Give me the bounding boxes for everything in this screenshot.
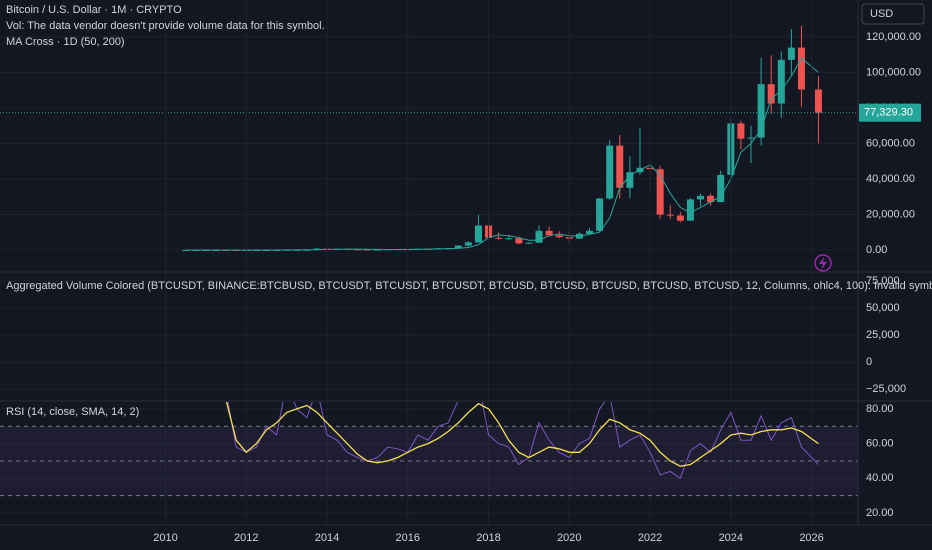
y-tick-label: 60.00 [866,438,894,450]
candle-body [585,230,593,234]
candle-body [495,237,503,239]
annotation: Vol: The data vendor doesn't provide vol… [6,20,325,32]
moving-average [185,57,819,251]
candle-body [666,214,674,216]
y-tick-label: 50,000 [866,302,900,314]
candle-body [626,172,634,188]
candle-body [707,195,715,203]
x-tick-label: 2024 [719,532,743,544]
x-tick-label: 2012 [234,532,258,544]
candle-body [464,242,472,246]
candle-body [525,242,533,244]
volume-pane [0,273,858,401]
event-icon-bolt [819,257,827,270]
y-tick-label: 0.00 [866,244,887,256]
x-tick-label: 2010 [153,532,177,544]
candle-body [717,174,725,203]
candle-body [353,249,361,251]
y-tick-label: 25,000 [866,329,900,341]
candle-body [596,198,604,231]
y-tick-label: 40.00 [866,472,894,484]
candle-body [697,195,705,200]
y-tick-label: 75,000 [866,275,900,287]
candle-body [545,230,553,236]
candle-body [777,59,785,104]
event-icon[interactable] [814,254,832,272]
candle-body [797,47,805,90]
candle-body [505,238,513,240]
x-tick-label: 2020 [557,532,581,544]
y-tick-label: 60,000.00 [866,137,915,149]
y-tick-label: −25,000 [866,383,906,395]
currency-button[interactable] [861,3,925,25]
y-tick-label: 20.00 [866,507,894,519]
candle-body [767,84,775,104]
candle-body [787,47,795,60]
currency[interactable]: USD [870,8,893,20]
x-tick-label: 2016 [396,532,420,544]
y-tick-label: 0 [866,356,872,368]
candle-body [374,249,382,251]
price-pane [0,0,858,272]
candle-body [555,235,563,238]
x-tick-label: 2018 [476,532,500,544]
rsi-pane [0,402,858,525]
rsi-line [225,402,819,467]
candle-body [474,225,482,243]
candle-body [535,230,543,243]
candle-body [814,89,822,113]
candle-body [454,245,462,249]
y-tick-label: 40,000.00 [866,173,915,185]
candle-body [363,249,371,251]
x-tick-label: 2026 [799,532,823,544]
candle-body [606,145,614,199]
candle-body [737,123,745,139]
candle-body [656,169,664,215]
annotation: MA Cross · 1D (50, 200) [6,36,125,48]
last-price-box [859,103,921,122]
last-price-label: 77,329.30 [864,107,913,119]
y-tick-label: 100,000.00 [866,66,921,78]
pane-title: RSI (14, close, SMA, 14, 2) [6,406,139,418]
y-tick-label: 120,000.00 [866,31,921,43]
candle-body [686,199,694,221]
x-tick-label: 2014 [315,532,339,544]
y-tick-label: 80.00 [866,403,894,415]
candle-body [757,84,765,138]
pane-title: Aggregated Volume Colored (BTCUSDT, BINA… [6,280,932,292]
candle-body [616,145,624,188]
x-tick-label: 2022 [638,532,662,544]
chart-title: Bitcoin / U.S. Dollar · 1M · CRYPTO [6,4,182,16]
candle-body [515,238,523,244]
candle-body [676,215,684,221]
y-tick-label: 20,000.00 [866,208,915,220]
candle-body [747,137,755,139]
